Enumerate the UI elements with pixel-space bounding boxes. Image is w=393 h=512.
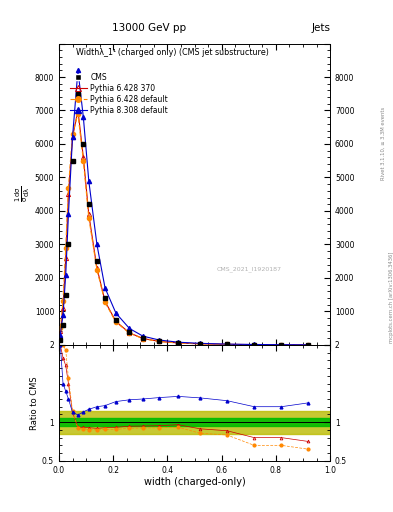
X-axis label: width (charged-only): width (charged-only) bbox=[144, 477, 245, 487]
Text: mcplots.cern.ch [arXiv:1306.3436]: mcplots.cern.ch [arXiv:1306.3436] bbox=[389, 251, 393, 343]
Text: Jets: Jets bbox=[311, 23, 330, 33]
Bar bbox=[59, 411, 330, 434]
Text: Rivet 3.1.10, ≥ 3.3M events: Rivet 3.1.10, ≥ 3.3M events bbox=[381, 106, 386, 180]
Text: CMS_2021_I1920187: CMS_2021_I1920187 bbox=[216, 267, 281, 272]
Y-axis label: $\mathregular{\frac{1}{\sigma}\frac{d\sigma}{d\lambda}}$: $\mathregular{\frac{1}{\sigma}\frac{d\si… bbox=[14, 186, 32, 202]
Text: Widthλ_1¹ (charged only) (CMS jet substructure): Widthλ_1¹ (charged only) (CMS jet substr… bbox=[76, 48, 269, 57]
Text: 13000 GeV pp: 13000 GeV pp bbox=[112, 23, 186, 33]
Bar bbox=[59, 418, 330, 426]
Legend: CMS, Pythia 6.428 370, Pythia 6.428 default, Pythia 8.308 default: CMS, Pythia 6.428 370, Pythia 6.428 defa… bbox=[68, 72, 170, 116]
Y-axis label: Ratio to CMS: Ratio to CMS bbox=[30, 376, 39, 430]
